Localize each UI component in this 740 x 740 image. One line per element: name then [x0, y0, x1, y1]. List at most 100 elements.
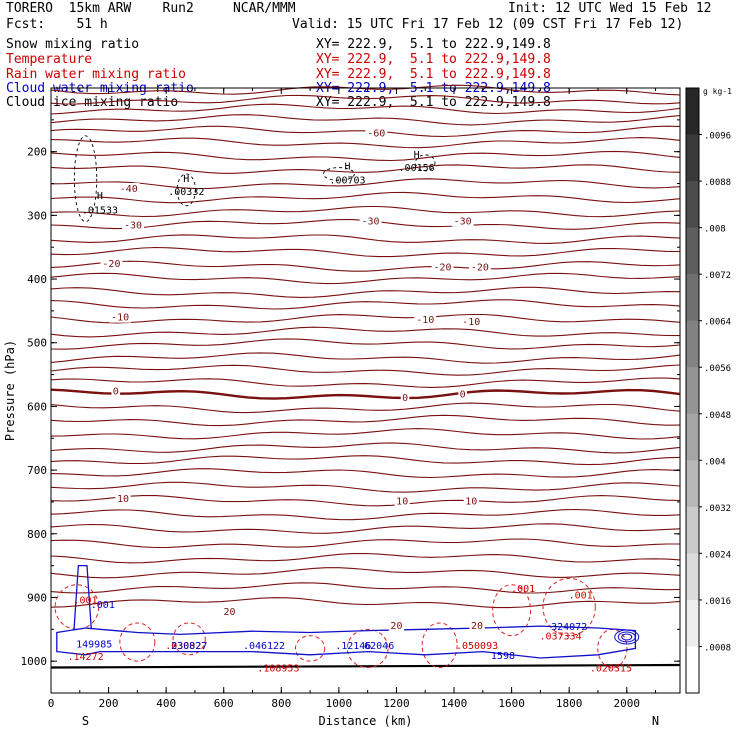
isotherm-group [50, 84, 681, 609]
y-tick-label: 300 [27, 209, 47, 222]
field-name-temperature: Temperature [6, 52, 93, 67]
isotherm [50, 114, 681, 126]
isotherm-label: -30 [362, 216, 380, 227]
isotherm [50, 552, 681, 564]
isotherm-label-bg [463, 495, 479, 507]
rain-label: .001 [73, 595, 97, 606]
colorbar-swatch [686, 320, 699, 368]
isotherm-label: -30 [454, 216, 472, 227]
cloud-water-contour [73, 564, 92, 630]
isotherm-label-bg [365, 127, 388, 139]
y-tick-label: 200 [27, 146, 47, 159]
isotherm [50, 428, 681, 440]
isotherm-label: -10 [416, 315, 434, 326]
rain-contour [294, 635, 326, 662]
isotherm-label: 10 [396, 497, 408, 508]
isotherm-label-bg [451, 215, 474, 227]
y-tick-label: 400 [27, 273, 47, 286]
colorbar-swatch [686, 88, 699, 136]
colorbar-swatch [686, 181, 699, 229]
isotherm [50, 191, 681, 204]
colorbar-swatch [686, 413, 699, 461]
south-label: S [82, 714, 89, 728]
colorbar-tick-label: .0048 [704, 411, 731, 421]
isotherm-label: 10 [465, 497, 477, 508]
colorbar-tick-label: .008 [704, 225, 726, 235]
cloud-water-contour [621, 633, 633, 641]
colorbar-tick-label: .0072 [704, 271, 731, 281]
isotherm [50, 538, 680, 549]
isotherm [50, 402, 681, 414]
isotherm-label: 0 [113, 387, 119, 398]
ice-contour [176, 173, 196, 207]
cloud-water-label: 1598 [491, 651, 515, 662]
rain-contour [542, 577, 596, 637]
isotherm [50, 455, 681, 466]
isotherm-label-bg [414, 314, 437, 326]
isotherm-label-bg [469, 619, 485, 631]
colorbar-tick-label: .0016 [704, 597, 731, 607]
rain-contour [492, 584, 532, 637]
isotherm [50, 137, 681, 149]
isotherm [50, 286, 681, 298]
colorbar-unit: g kg-1 [703, 87, 732, 96]
isotherm-label-bg [115, 493, 131, 505]
ice-contour [322, 167, 355, 181]
isotherm [50, 364, 681, 376]
x-tick-label: 200 [99, 697, 119, 710]
isotherm-label-bg [458, 388, 467, 400]
x-tick-label: 1000 [326, 697, 353, 710]
isotherm-label: -20 [471, 262, 489, 273]
isotherm-label-bg [109, 311, 131, 323]
y-tick-label: 500 [27, 337, 47, 350]
isotherm [50, 178, 681, 190]
cloud-water-label: .046122 [243, 641, 285, 652]
isotherm-label-bg [431, 261, 454, 273]
valid-time: Valid: 15 UTC Fri 17 Feb 12 (09 CST Fri … [292, 17, 684, 32]
ice-contour [73, 135, 98, 223]
init-time: Init: 12 UTC Wed 15 Feb 12 [508, 1, 712, 16]
x-tick-label: 1400 [441, 697, 468, 710]
isotherm [50, 246, 681, 258]
y-tick-label: 800 [27, 528, 47, 541]
isotherm-label-bg [122, 219, 144, 231]
cloud-water-label: 230827 [171, 641, 207, 652]
rain-contour [346, 628, 389, 669]
plot-frame [50, 87, 681, 694]
colorbar-swatch [686, 367, 699, 415]
rain-label: .001 [569, 590, 593, 601]
isotherm-label-bg [400, 391, 410, 403]
ice-max-marker: H [183, 174, 189, 185]
cloud-water-contour [614, 629, 640, 645]
colorbar-tick-label: .0088 [704, 178, 731, 188]
isotherm [50, 205, 681, 218]
ice-max-value: .00156 [399, 163, 435, 174]
x-tick-label: 1600 [498, 697, 525, 710]
isotherm-label: 20 [223, 607, 235, 618]
rain-label: .020315 [590, 664, 632, 675]
colorbar-tick-label: .0008 [704, 643, 731, 653]
rain-label: .001 [511, 584, 535, 595]
colorbar-swatch [686, 599, 699, 647]
y-axis-label: Pressure (hPa) [3, 340, 17, 441]
isotherm [50, 299, 681, 310]
isotherm [50, 582, 681, 594]
isotherm [50, 388, 681, 400]
ice-contour [415, 154, 436, 172]
isotherm-label-bg [388, 619, 405, 631]
rain-contour [119, 622, 156, 662]
colorbar-swatch [686, 227, 699, 275]
field-xy-snow: XY= 222.9, 5.1 to 222.9,149.8 [316, 37, 551, 52]
cloud-water-label: .12146 [335, 641, 371, 652]
isotherm-label: 20 [390, 621, 402, 632]
y-tick-label: 900 [27, 591, 47, 604]
isotherm [50, 234, 681, 244]
cloud-water-contour [56, 625, 637, 659]
colorbar-swatch [686, 134, 699, 182]
x-tick-label: 400 [156, 697, 176, 710]
colorbar-frame [685, 87, 700, 694]
colorbar-tick-label: .0032 [704, 504, 731, 514]
x-axis-label: Distance (km) [319, 714, 413, 728]
rain-label: .14272 [67, 652, 103, 663]
isotherm [50, 103, 681, 115]
